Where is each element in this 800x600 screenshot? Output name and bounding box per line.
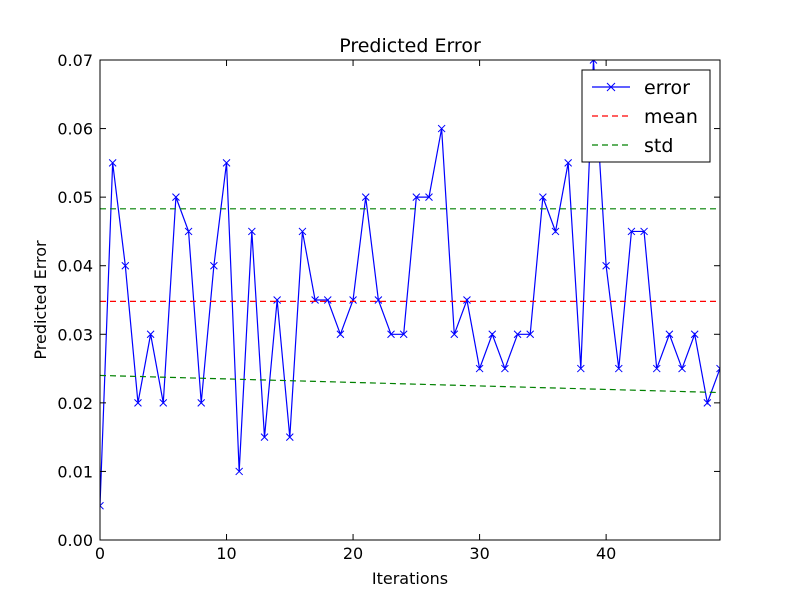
error-point-marker	[425, 193, 433, 201]
y-tick-label: 0.03	[57, 325, 93, 344]
error-point-marker	[602, 261, 610, 270]
error-point-marker	[665, 330, 674, 339]
error-point-marker	[576, 364, 585, 373]
legend-label-std: std	[644, 135, 673, 157]
error-point-marker	[399, 330, 408, 339]
error-point-marker	[412, 193, 421, 201]
error-point-marker	[323, 296, 332, 304]
error-point-marker	[539, 193, 547, 201]
error-point-marker	[564, 159, 573, 167]
error-point-marker	[361, 193, 370, 201]
x-tick-label: 30	[469, 544, 489, 563]
error-point-marker	[450, 330, 459, 339]
error-point-marker	[159, 399, 168, 407]
y-tick-label: 0.05	[57, 188, 93, 207]
error-point-marker	[627, 227, 636, 236]
error-point-marker	[551, 227, 560, 236]
plot-frame	[99, 59, 721, 541]
error-point-marker	[614, 364, 623, 373]
series-group	[100, 60, 720, 510]
plot-area: 0 10 20 30 40 0.00 0.01 0.02 0.03 0.04 0.05 0.06 0.0…	[57, 51, 721, 563]
error-point-marker	[260, 433, 269, 441]
y-tick-label: 0.00	[57, 531, 93, 550]
error-point-marker	[690, 330, 699, 339]
error-point-marker	[285, 433, 294, 441]
error-point-marker	[652, 364, 661, 373]
error-point-marker	[336, 330, 345, 339]
error-point-marker	[235, 467, 244, 476]
error-point-marker	[387, 330, 395, 339]
series-error-line	[100, 60, 720, 506]
error-point-marker	[678, 364, 686, 373]
error-point-marker	[526, 330, 535, 339]
error-point-marker	[488, 330, 497, 339]
error-point-marker	[311, 296, 319, 304]
error-point-marker	[703, 399, 712, 407]
error-point-marker	[184, 227, 193, 236]
error-point-marker	[273, 296, 281, 304]
error-point-marker	[513, 330, 522, 339]
x-axis-label: Iterations	[372, 569, 448, 588]
error-point-marker	[475, 364, 484, 373]
error-point-marker	[374, 296, 383, 304]
x-tick-label: 10	[216, 544, 236, 563]
error-point-marker	[247, 227, 256, 236]
y-tick-label: 0.02	[57, 394, 93, 413]
error-point-marker	[121, 261, 130, 270]
error-point-marker	[716, 364, 720, 373]
error-point-marker	[108, 159, 117, 167]
y-axis-label: Predicted Error	[31, 240, 50, 360]
error-point-marker	[349, 296, 357, 304]
x-tick-label: 0	[95, 544, 105, 563]
error-point-marker	[100, 501, 104, 510]
error-point-marker	[589, 60, 598, 64]
y-tick-label: 0.06	[57, 120, 93, 139]
x-tick-label: 40	[596, 544, 616, 563]
y-tick-label: 0.01	[57, 462, 93, 481]
error-point-marker	[222, 159, 231, 167]
y-tick-label: 0.07	[57, 51, 93, 70]
error-point-marker	[501, 364, 509, 373]
series-std-lower-line	[100, 374, 720, 394]
error-point-marker	[134, 399, 142, 407]
legend-entry-error: error	[592, 77, 690, 99]
error-point-marker	[197, 399, 206, 407]
error-point-marker	[437, 124, 446, 133]
error-point-marker	[172, 193, 180, 201]
y-tick-label: 0.04	[57, 257, 93, 276]
error-point-marker	[146, 330, 155, 339]
x-tick-label: 20	[343, 544, 363, 563]
legend-label-error: error	[644, 77, 690, 99]
error-point-marker	[463, 296, 471, 304]
legend: error mean std	[581, 69, 711, 163]
legend-entry-mean: mean	[592, 106, 698, 128]
error-point-marker	[210, 261, 218, 270]
chart-title: Predicted Error	[339, 35, 481, 57]
legend-entry-std: std	[592, 135, 673, 157]
error-point-marker	[640, 227, 648, 236]
legend-marker-error	[606, 82, 616, 92]
legend-label-mean: mean	[644, 106, 698, 128]
error-point-marker	[298, 227, 307, 236]
